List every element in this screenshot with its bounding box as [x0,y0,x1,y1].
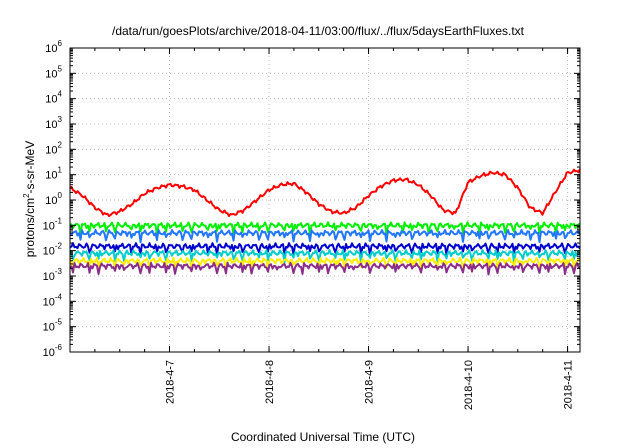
y-tick-base: 10 [45,195,57,207]
y-tick-exponent: 6 [58,39,63,48]
y-tick-base: 10 [45,68,57,80]
y-tick-base: 10 [43,220,55,232]
series-lines [69,168,581,276]
x-tick-label: 2018-4-9 [364,360,376,404]
y-tick-exponent: -1 [55,216,63,225]
axis-ticks [69,47,580,353]
series-line-1 [69,168,581,217]
series-line-4 [69,242,581,256]
y-tick-exponent: 3 [58,115,63,124]
series-line-2 [69,221,581,236]
y-tick-exponent: 0 [58,191,63,200]
y-tick-exponent: -6 [55,343,63,352]
y-tick-label: 10-3 [43,267,63,283]
y-tick-label: 101 [45,166,62,182]
y-tick-base: 10 [43,347,55,359]
y-axis-label: protons/cm2-s-sr-MeV [22,141,37,257]
y-tick-label: 10-4 [43,292,63,308]
y-tick-label: 103 [45,115,62,131]
y-tick-label: 10-1 [43,216,63,232]
y-tick-exponent: 1 [58,166,63,175]
chart-title: /data/run/goesPlots/archive/2018-04-11/0… [112,24,525,38]
x-tick-label: 2018-4-10 [463,360,475,410]
y-tick-label: 10-2 [43,242,63,258]
series-line-6 [69,256,581,271]
y-tick-base: 10 [45,170,57,182]
y-tick-exponent: 5 [58,64,63,73]
y-tick-base: 10 [43,322,55,334]
x-tick-label: 2018-4-7 [165,360,177,404]
y-tick-label: 106 [45,39,62,55]
y-tick-label: 100 [45,191,62,207]
y-tick-base: 10 [43,271,55,283]
x-tick-label: 2018-4-11 [563,360,575,409]
y-tick-base: 10 [45,144,57,156]
y-tick-exponent: -3 [55,267,63,276]
y-tick-label: 102 [45,140,62,156]
y-tick-exponent: 4 [58,90,63,99]
y-tick-exponent: -4 [55,292,63,301]
x-tick-labels: 2018-4-7 2018-4-8 2018-4-9 2018-4-10 2018-4-… [165,360,575,410]
y-tick-label: 10-6 [43,343,63,359]
y-tick-exponent: -2 [55,242,63,251]
y-tick-base: 10 [45,119,57,131]
x-tick-label: 2018-4-8 [264,360,276,404]
y-tick-base: 10 [43,246,55,258]
series-line-5 [69,249,581,264]
y-tick-base: 10 [43,296,55,308]
y-tick-exponent: 2 [58,140,63,149]
y-tick-label: 104 [45,90,62,106]
y-tick-exponent: -5 [55,318,63,327]
y-tick-base: 10 [45,43,57,55]
y-tick-label: 10-5 [43,318,63,334]
series-line-3 [69,228,581,244]
x-axis-label: Coordinated Universal Time (UTC) [231,430,415,444]
grid-lines [70,47,580,353]
y-tick-label: 105 [45,64,62,80]
y-tick-base: 10 [45,94,57,106]
series-line-7 [69,261,581,276]
y-tick-labels: 10610510410310210110010-110-210-310-410-… [43,39,63,359]
